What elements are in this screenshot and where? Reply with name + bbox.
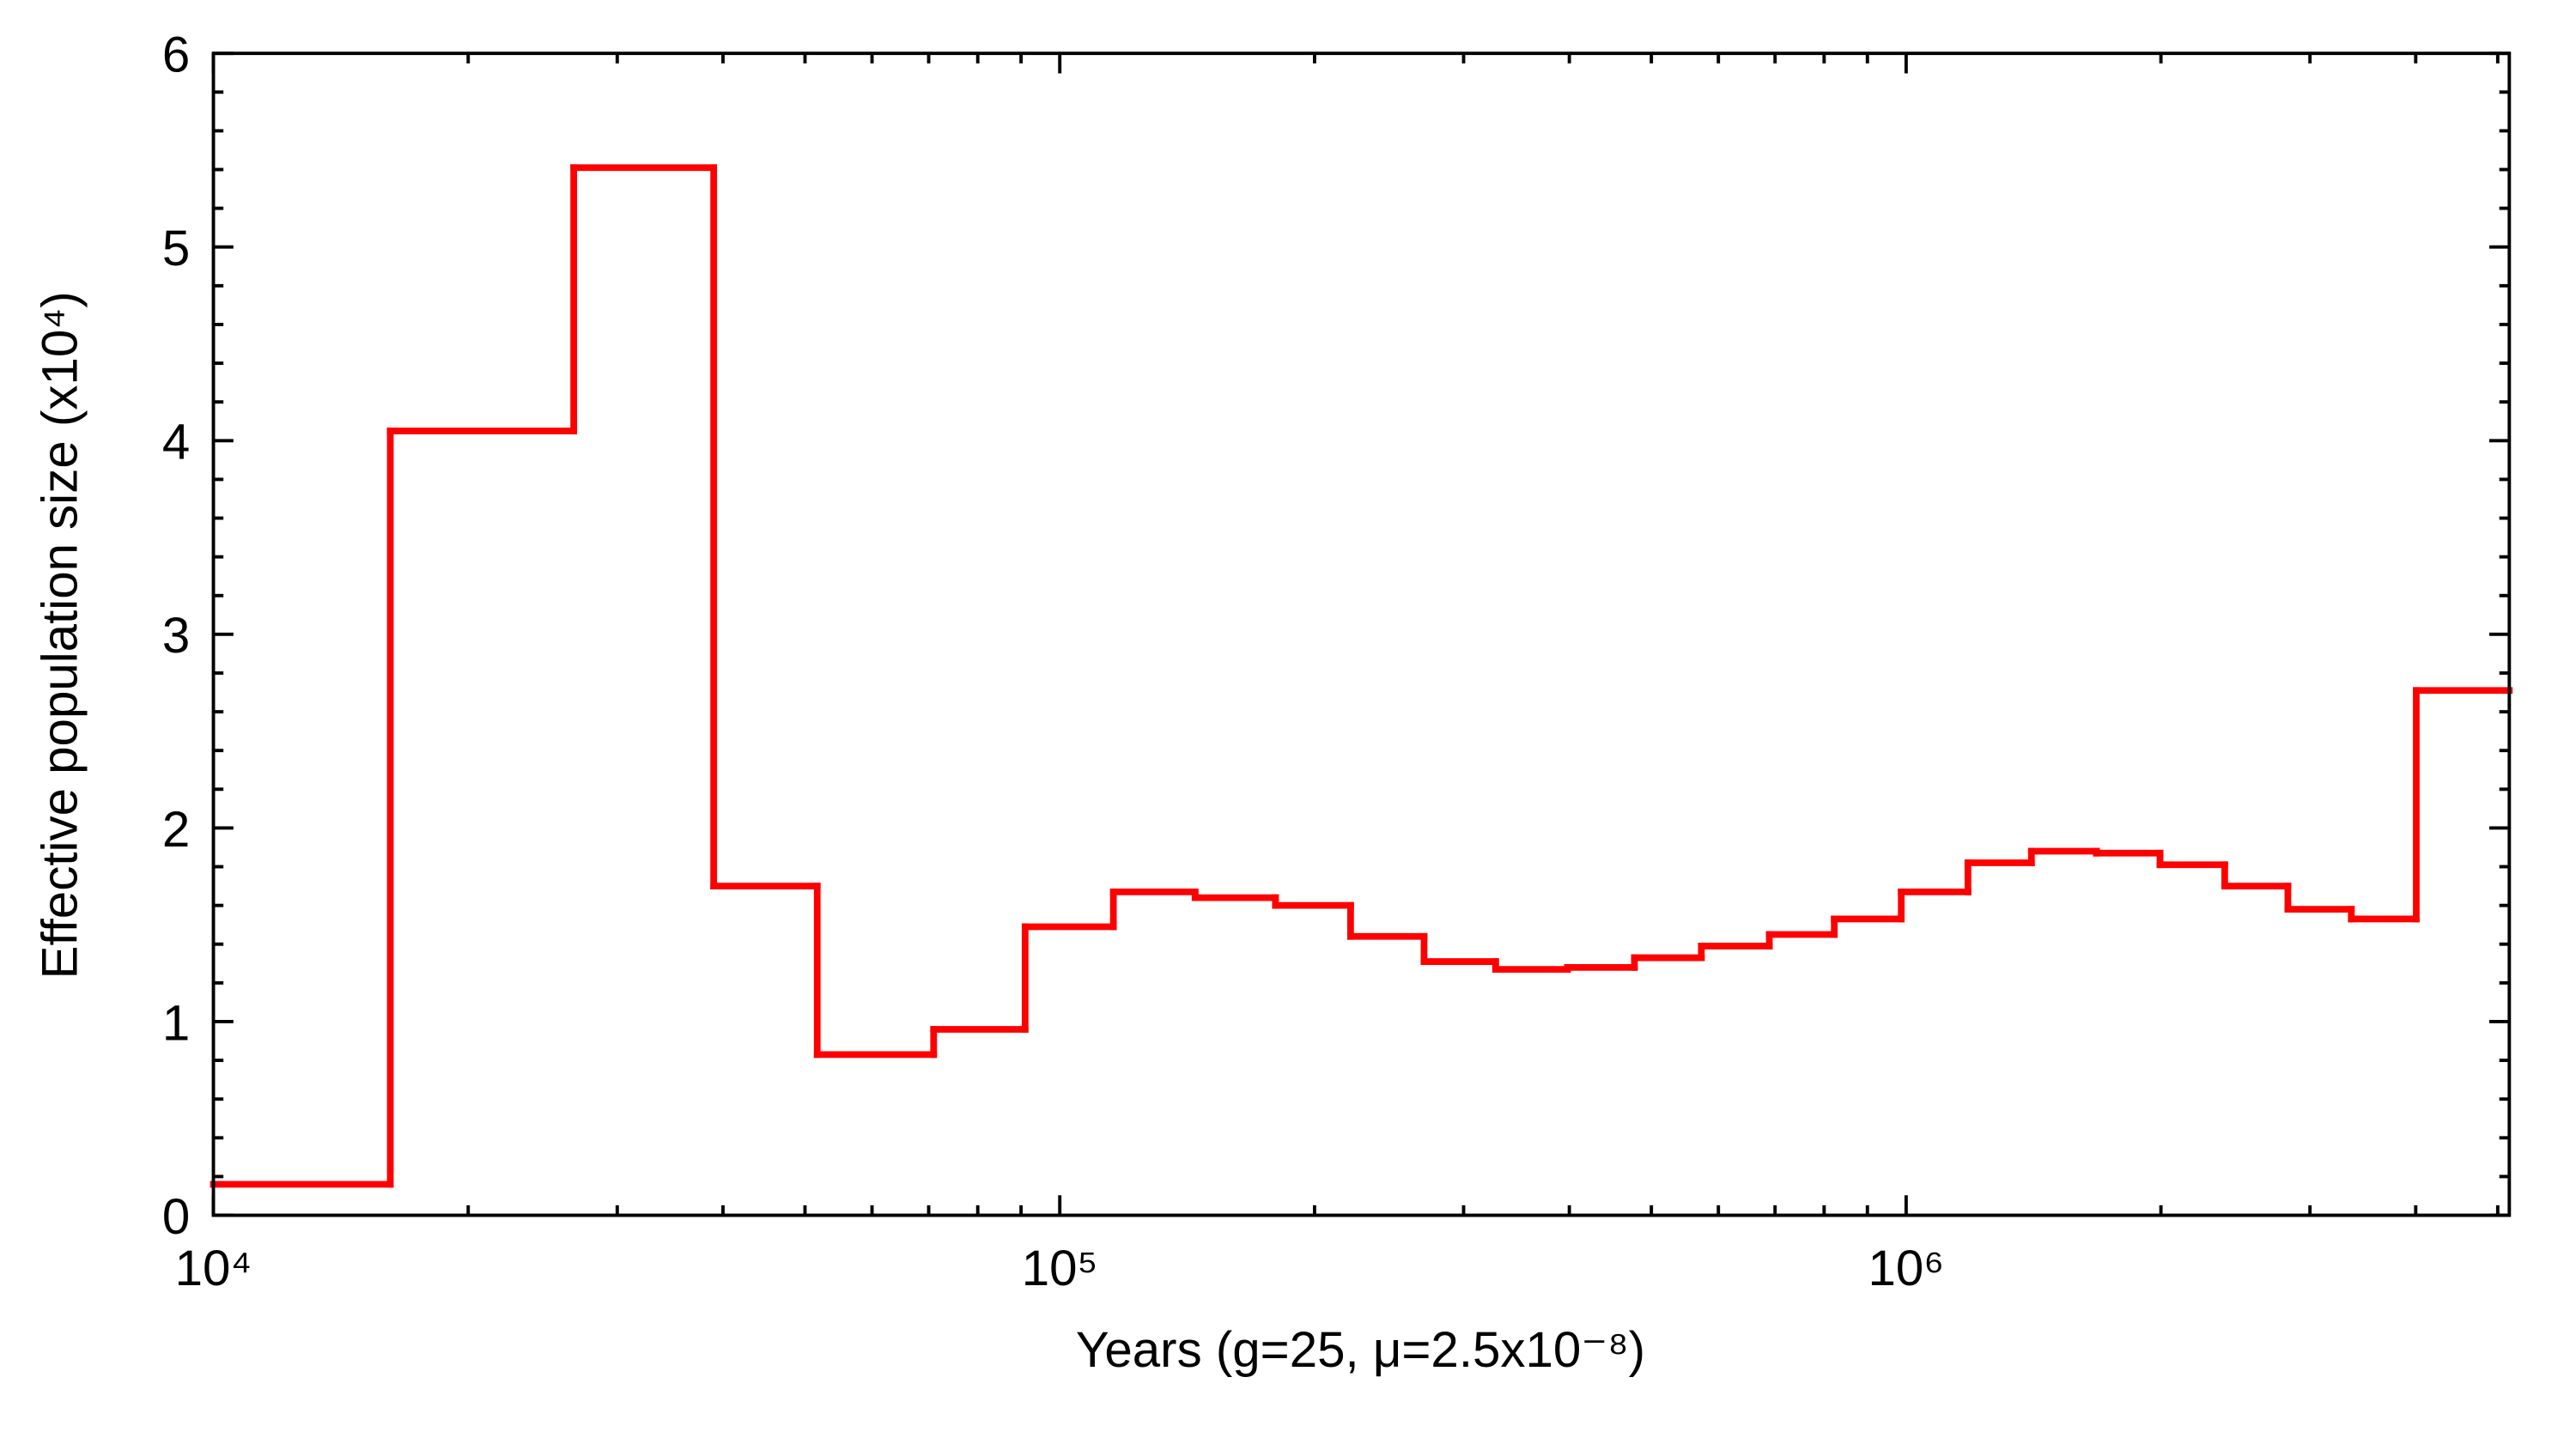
y-tick-label: 3 [162,608,190,664]
x-tick-label: 10⁵ [1022,1241,1098,1296]
plot-frame [211,52,2512,1217]
y-tick-label: 1 [162,995,190,1051]
y-tick-label: 6 [162,27,190,83]
y-tick-label: 0 [162,1189,190,1245]
y-tick-label: 2 [162,802,190,858]
y-tick-label: 4 [162,415,190,470]
x-axis-label: Years (g=25, μ=2.5x10⁻⁸) [1076,1322,1645,1378]
y-axis-label: Effective population size (x10⁴) [32,291,88,979]
x-tick-label: 10⁴ [175,1241,252,1296]
x-tick-label: 10⁶ [1868,1241,1944,1296]
y-tick-label: 5 [162,221,190,276]
